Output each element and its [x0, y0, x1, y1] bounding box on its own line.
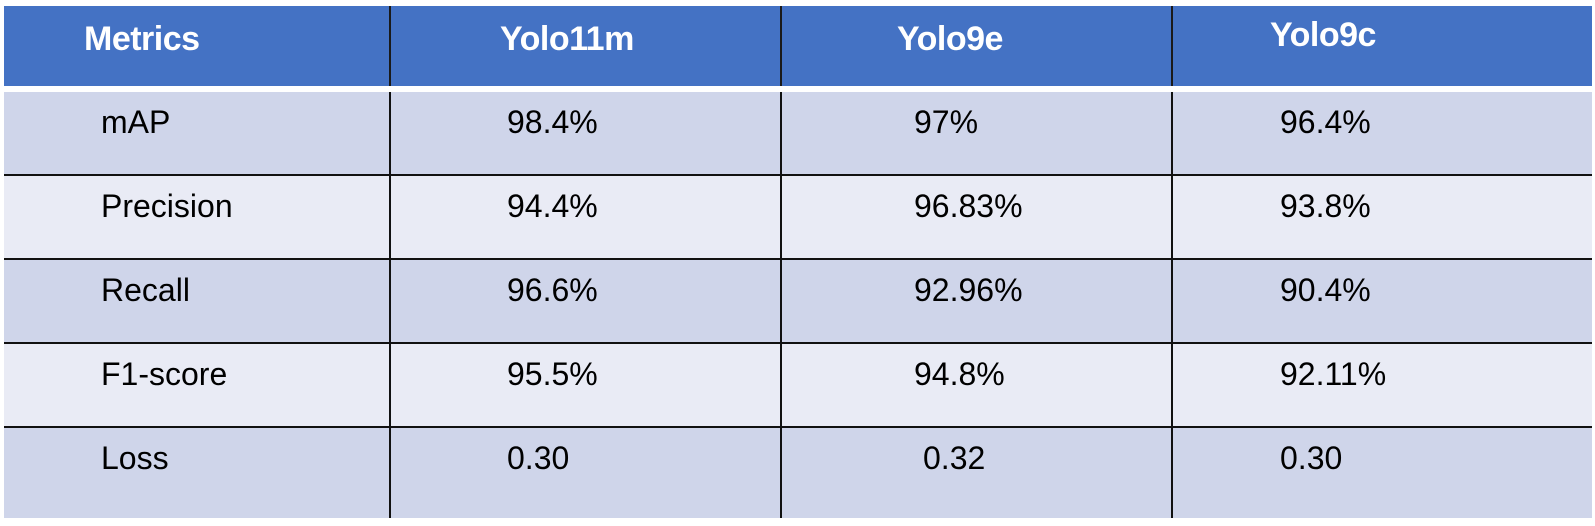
value-cell: 0.32: [782, 428, 1173, 518]
cell-value: 0.30: [507, 440, 570, 476]
metric-name: Precision: [101, 188, 233, 224]
value-cell: 0.30: [1173, 428, 1592, 518]
header-cell-yolo9c: Yolo9c: [1173, 6, 1592, 86]
table-row: mAP 98.4% 97% 96.4%: [4, 92, 1592, 176]
cell-value: 96.83%: [914, 188, 1023, 224]
metric-name-cell: Recall: [4, 260, 391, 342]
metric-name-cell: Precision: [4, 176, 391, 258]
value-cell: 96.4%: [1173, 92, 1592, 174]
header-cell-yolo11m: Yolo11m: [391, 6, 782, 86]
cell-value: 96.6%: [507, 272, 598, 308]
cell-value: 90.4%: [1280, 272, 1371, 308]
cell-value: 98.4%: [507, 104, 598, 140]
cell-value: 96.4%: [1280, 104, 1371, 140]
header-cell-yolo9e: Yolo9e: [782, 6, 1173, 86]
cell-value: 95.5%: [507, 356, 598, 392]
header-label: Yolo9e: [897, 20, 1003, 58]
cell-value: 93.8%: [1280, 188, 1371, 224]
metric-name-cell: Loss: [4, 428, 391, 518]
header-label: Metrics: [84, 20, 200, 58]
header-cell-metrics: Metrics: [4, 6, 391, 86]
table-header-row: Metrics Yolo11m Yolo9e Yolo9c: [4, 6, 1592, 86]
cell-value: 0.32: [923, 440, 986, 476]
metric-name: F1-score: [101, 356, 228, 392]
table-row: Recall 96.6% 92.96% 90.4%: [4, 260, 1592, 344]
cell-value: 97%: [914, 104, 979, 140]
value-cell: 90.4%: [1173, 260, 1592, 342]
header-divider: [4, 86, 1592, 92]
header-label: Yolo11m: [500, 20, 634, 58]
value-cell: 0.30: [391, 428, 782, 518]
value-cell: 92.96%: [782, 260, 1173, 342]
metric-name: mAP: [101, 104, 171, 140]
value-cell: 94.4%: [391, 176, 782, 258]
cell-value: 0.30: [1280, 440, 1343, 476]
value-cell: 95.5%: [391, 344, 782, 426]
table-row: Loss 0.30 0.32 0.30: [4, 428, 1592, 518]
value-cell: 94.8%: [782, 344, 1173, 426]
table-row: F1-score 95.5% 94.8% 92.11%: [4, 344, 1592, 428]
metric-name-cell: F1-score: [4, 344, 391, 426]
metrics-comparison-table: Metrics Yolo11m Yolo9e Yolo9c mAP 98.4% …: [4, 6, 1592, 518]
value-cell: 93.8%: [1173, 176, 1592, 258]
metric-name: Loss: [101, 440, 169, 476]
value-cell: 96.83%: [782, 176, 1173, 258]
header-label: Yolo9c: [1270, 16, 1376, 54]
cell-value: 94.8%: [914, 356, 1005, 392]
cell-value: 94.4%: [507, 188, 598, 224]
cell-value: 92.11%: [1280, 356, 1387, 392]
cell-value: 92.96%: [914, 272, 1023, 308]
value-cell: 97%: [782, 92, 1173, 174]
value-cell: 92.11%: [1173, 344, 1592, 426]
metric-name: Recall: [101, 272, 190, 308]
value-cell: 96.6%: [391, 260, 782, 342]
table-row: Precision 94.4% 96.83% 93.8%: [4, 176, 1592, 260]
value-cell: 98.4%: [391, 92, 782, 174]
metric-name-cell: mAP: [4, 92, 391, 174]
